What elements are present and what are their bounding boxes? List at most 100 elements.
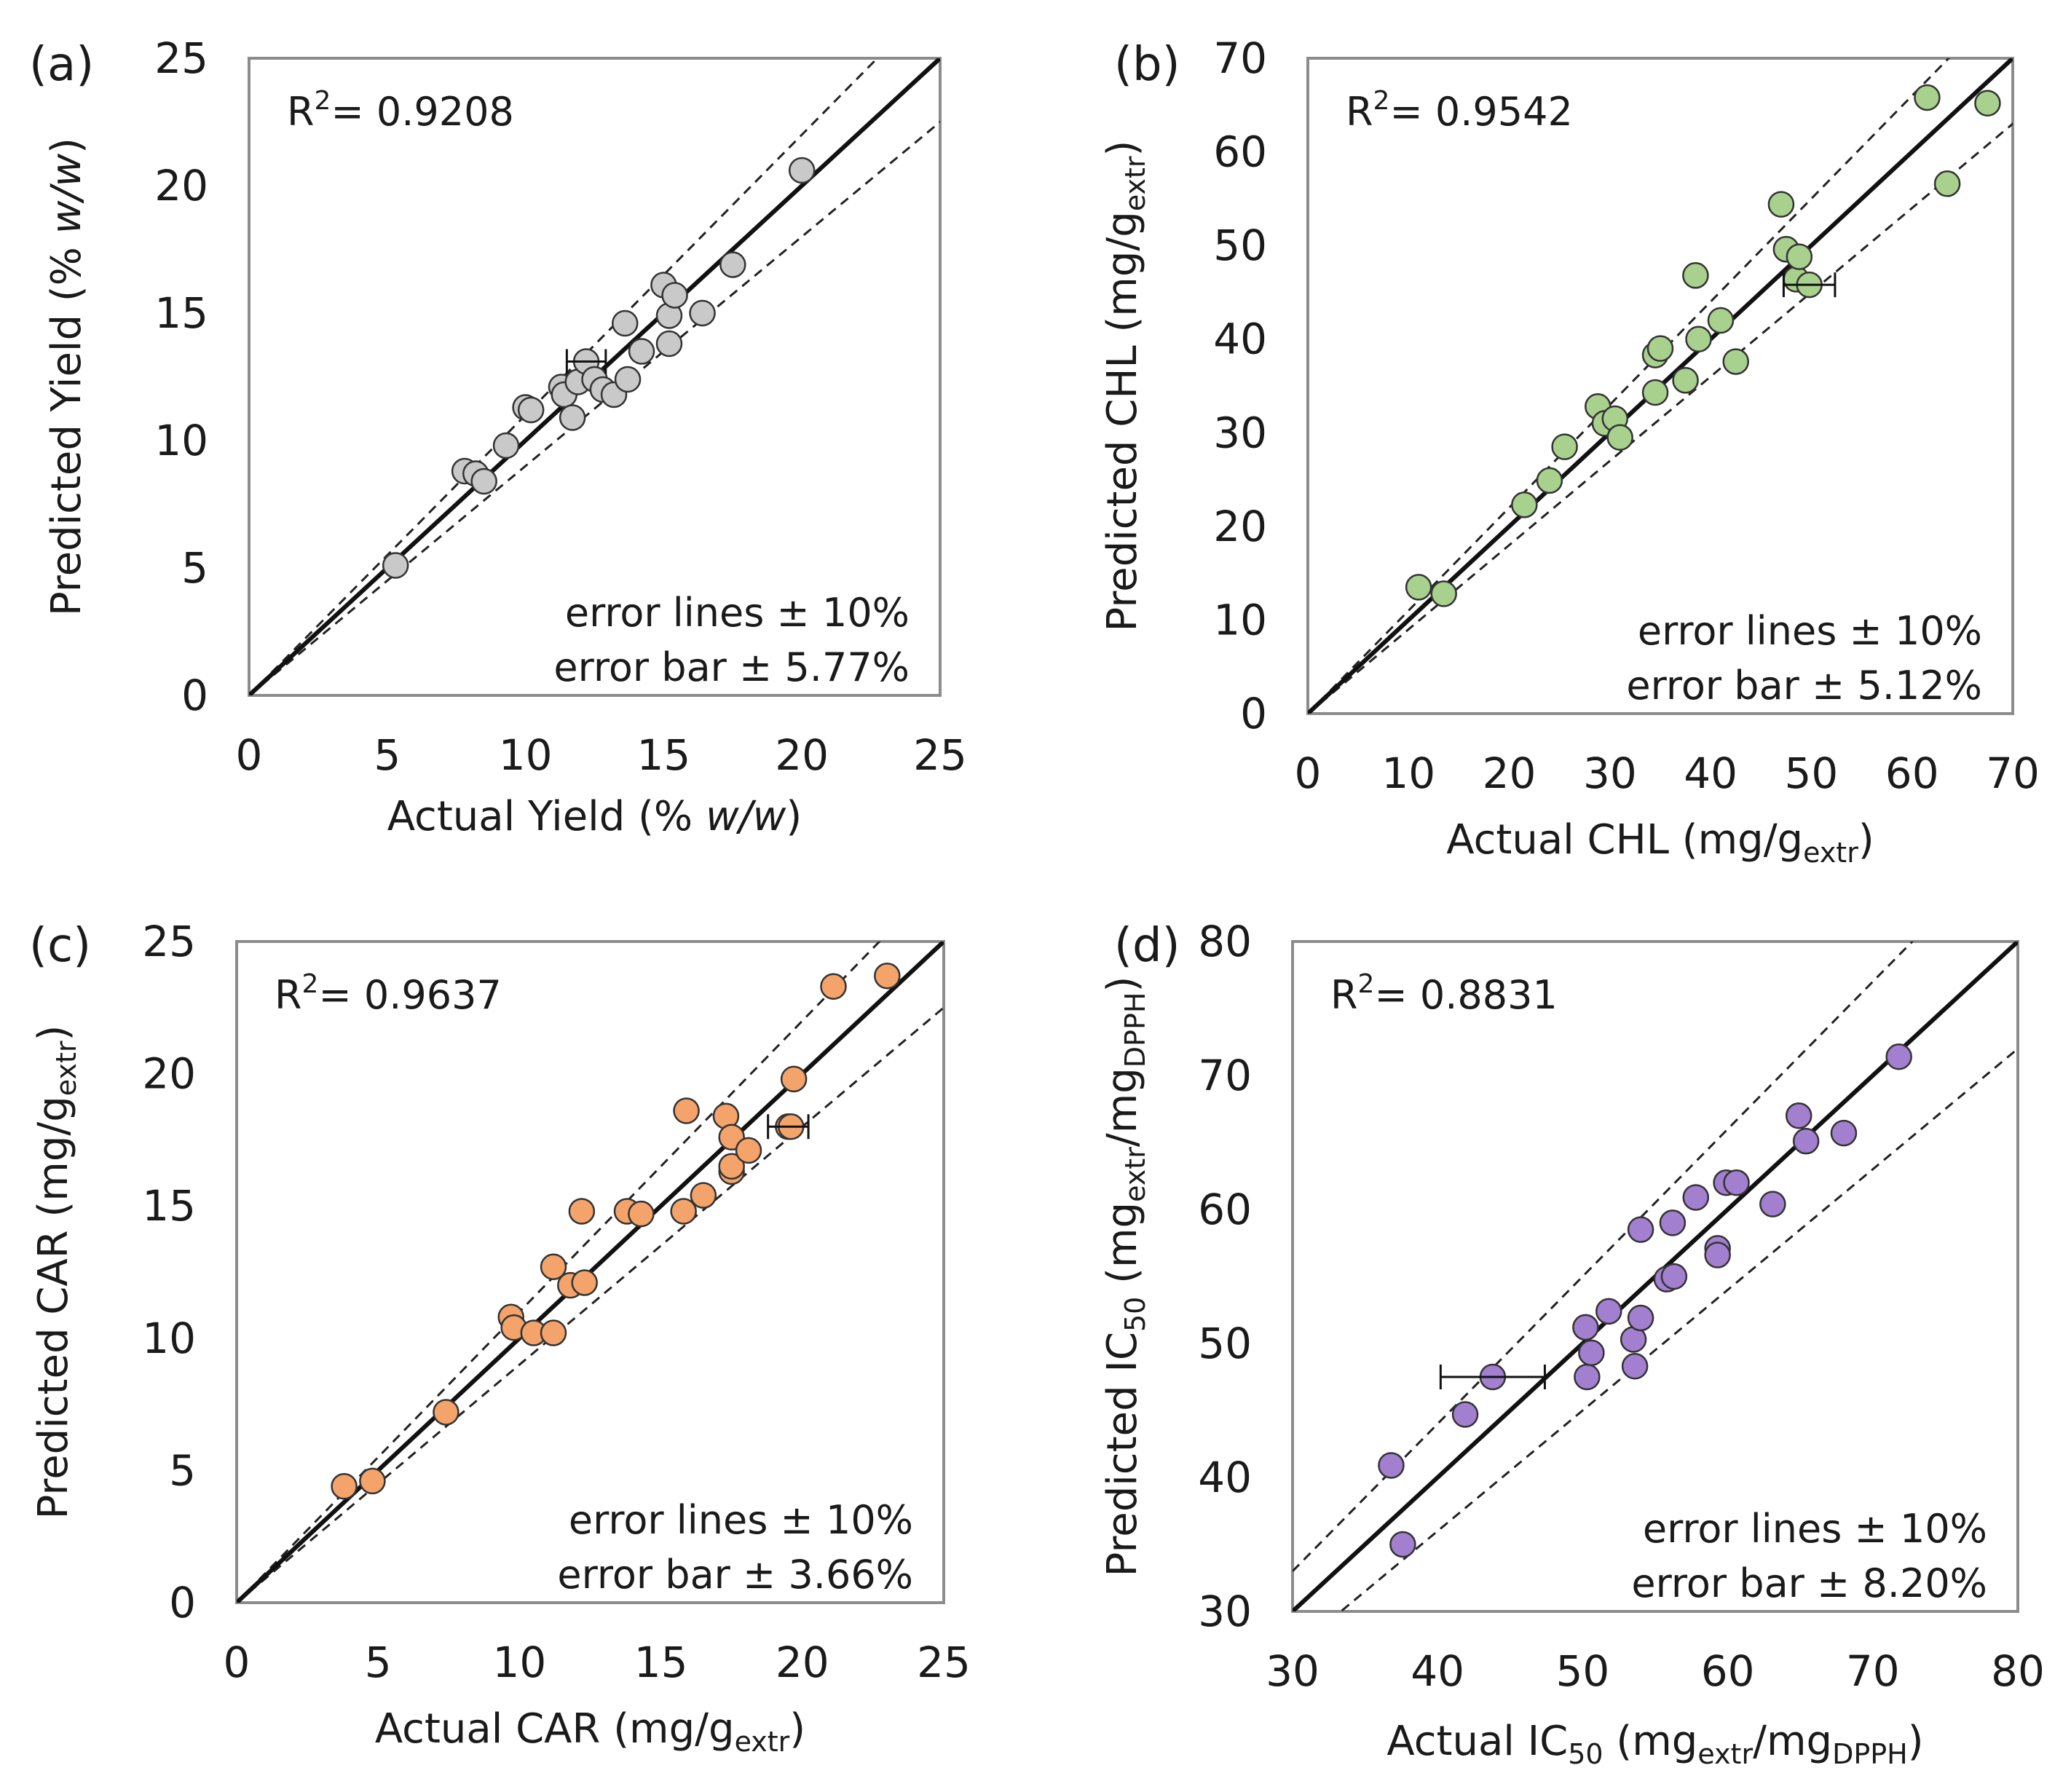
y-tick-label: 60 [1198, 1185, 1252, 1234]
data-point [820, 973, 847, 1000]
r-value: = 0.9208 [331, 89, 513, 135]
data-point [1660, 1263, 1688, 1290]
data-point [719, 251, 746, 278]
data-point [1627, 1216, 1654, 1243]
plot-frame [1306, 57, 2014, 715]
data-point [780, 1065, 808, 1093]
r-squared-label: R2= 0.9542 [1346, 86, 1573, 135]
error-bar-label: error bar ± 5.77% [553, 644, 910, 690]
panel-b: 0 10 20 30 40 50 60 70 0 10 20 30 40 50 60 70 Actual CHL… [1099, 33, 2040, 869]
y-tick-label: 60 [1213, 127, 1267, 177]
r-superscript: 2 [315, 86, 331, 116]
r-squared-label: R2= 0.9208 [287, 86, 514, 135]
r-squared-label: R2= 0.9637 [275, 969, 502, 1018]
data-point [1621, 1353, 1649, 1380]
data-point [874, 962, 901, 990]
label-part: Actual Yield (% [387, 793, 706, 840]
data-point [1704, 1242, 1731, 1268]
error-bar [1782, 272, 1837, 298]
y-tick-label: 25 [154, 33, 208, 83]
panel-a: 0 5 10 15 20 25 0 5 10 15 20 25 Actual Yield (% w/w)… [29, 33, 967, 840]
label-part: /mg [1753, 1718, 1832, 1765]
data-point [628, 1200, 655, 1228]
data-point [1682, 262, 1709, 289]
data-point [1767, 191, 1795, 218]
label-part: ) [1908, 1718, 1924, 1765]
panel-label: (d) [1114, 919, 1180, 973]
label-part: Actual IC [1386, 1718, 1568, 1765]
data-point [1627, 1304, 1654, 1332]
label-part: ) [1858, 816, 1874, 864]
label-part: Actual CAR (mg/g [375, 1705, 735, 1753]
data-point [690, 1182, 717, 1209]
label-part: ) [1099, 141, 1146, 157]
x-tick-label: 10 [492, 1638, 546, 1687]
x-tick-label: 15 [636, 730, 690, 780]
data-point [718, 1153, 745, 1180]
y-tick-label: 15 [154, 288, 208, 338]
label-subscript: extr [1803, 837, 1858, 869]
upper-error-line [1293, 942, 1914, 1572]
label-part: Predicted Yield (% [43, 234, 90, 616]
lower-error-line [249, 120, 940, 695]
x-tick-label: 25 [913, 730, 967, 780]
x-tick-label: 0 [224, 1638, 251, 1687]
label-part: ) [789, 1705, 805, 1753]
y-tick-label: 5 [181, 543, 208, 593]
error-bar-label: error bar ± 8.20% [1631, 1560, 1987, 1606]
x-tick-label: 20 [1483, 749, 1537, 798]
x-tick-label: 15 [634, 1638, 688, 1687]
y-tick-label: 0 [169, 1578, 196, 1627]
label-part: Predicted CHL (mg/g [1099, 211, 1146, 631]
data-point [1759, 1191, 1786, 1217]
label-subscript: extr [735, 1726, 790, 1758]
y-tick-label: 10 [1213, 595, 1267, 644]
y-axis-title: Predicted Yield (% w/w) [43, 138, 90, 616]
data-point [540, 1253, 567, 1280]
data-point [1405, 574, 1432, 601]
x-tick-label: 0 [236, 730, 263, 780]
data-point [689, 299, 716, 327]
data-point [1830, 1119, 1858, 1147]
label-part: /mg [1099, 1067, 1146, 1147]
y-tick-label: 0 [181, 671, 208, 720]
x-tick-label: 5 [365, 1638, 392, 1687]
panel-label: (c) [29, 919, 91, 973]
error-bar [1439, 1365, 1546, 1389]
label-part: (mg [1099, 1202, 1146, 1297]
data-point [628, 338, 655, 365]
r-superscript: 2 [1358, 969, 1375, 999]
x-tick-label: 25 [917, 1638, 971, 1687]
data-point [661, 282, 688, 309]
label-part: w/w [43, 154, 90, 234]
y-tick-label: 5 [169, 1445, 196, 1495]
x-tick-label: 60 [1885, 749, 1939, 798]
x-tick-label: 50 [1555, 1646, 1609, 1696]
r-superscript: 2 [1373, 86, 1390, 116]
y-tick-label: 50 [1213, 221, 1267, 270]
data-point [1682, 1184, 1710, 1211]
y-tick-label: 40 [1213, 315, 1267, 364]
plot-frame [235, 940, 945, 1604]
lower-error-line [1308, 122, 2013, 714]
x-tick-label: 80 [1991, 1646, 2045, 1696]
y-tick-label: 50 [1198, 1319, 1252, 1368]
label-part: ) [43, 138, 90, 154]
x-tick-label: 5 [374, 730, 401, 780]
x-tick-label: 30 [1266, 1646, 1319, 1696]
label-part: Predicted CAR (mg/g [30, 1096, 77, 1519]
data-point [1792, 1127, 1820, 1155]
data-point [735, 1137, 762, 1164]
y-tick-label: 20 [1213, 502, 1267, 551]
data-point [1659, 1209, 1687, 1236]
data-point [359, 1467, 386, 1495]
data-point [1578, 1339, 1605, 1367]
label-subscript: DPPH [1832, 1738, 1908, 1770]
y-tick-label: 30 [1198, 1587, 1252, 1636]
label-subscript: extr [1119, 156, 1151, 211]
error-bar-label: error bar ± 5.12% [1626, 663, 1982, 708]
label-part: Predicted IC [1099, 1332, 1146, 1576]
data-point [517, 396, 545, 424]
